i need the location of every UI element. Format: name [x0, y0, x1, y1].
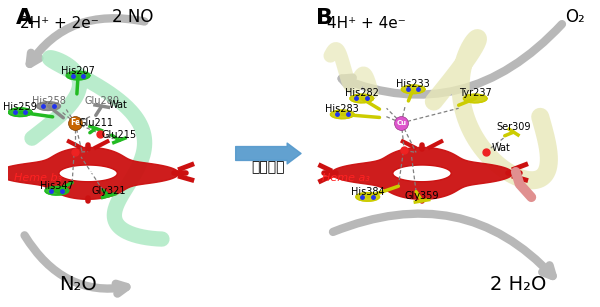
Polygon shape — [331, 110, 354, 119]
Text: O₂: O₂ — [565, 8, 584, 26]
Text: His207: His207 — [61, 66, 95, 76]
Text: Heme a₃: Heme a₃ — [322, 173, 370, 183]
Polygon shape — [37, 102, 61, 111]
Text: Fe: Fe — [415, 168, 429, 178]
Polygon shape — [67, 71, 90, 80]
Text: His347: His347 — [40, 181, 74, 191]
Text: Fe: Fe — [70, 119, 80, 127]
Text: Gly321: Gly321 — [92, 186, 126, 196]
Text: His258: His258 — [32, 96, 65, 106]
Polygon shape — [0, 147, 179, 199]
Text: His259: His259 — [3, 102, 37, 112]
Text: Glu280: Glu280 — [84, 96, 119, 106]
Text: His282: His282 — [345, 88, 379, 99]
Text: Heme b₃: Heme b₃ — [14, 173, 62, 183]
Text: His283: His283 — [325, 104, 359, 115]
Text: 2 NO: 2 NO — [112, 8, 153, 26]
Text: A: A — [16, 8, 32, 28]
Polygon shape — [45, 187, 68, 195]
Text: Wat: Wat — [492, 143, 511, 153]
Polygon shape — [350, 94, 374, 103]
Text: Glu211: Glu211 — [78, 119, 113, 128]
Text: Ser309: Ser309 — [496, 122, 531, 132]
Text: Cu: Cu — [396, 120, 406, 126]
Text: Wat: Wat — [109, 99, 128, 110]
Text: 2H⁺ + 2e⁻: 2H⁺ + 2e⁻ — [20, 16, 99, 31]
Polygon shape — [356, 192, 379, 201]
Text: 4H⁺ + 4e⁻: 4H⁺ + 4e⁻ — [328, 16, 406, 31]
Text: Gly359: Gly359 — [405, 191, 439, 201]
Polygon shape — [8, 108, 32, 116]
Text: N₂O: N₂O — [59, 275, 97, 294]
Text: 2 H₂O: 2 H₂O — [490, 275, 546, 294]
Polygon shape — [331, 147, 512, 199]
Polygon shape — [464, 94, 487, 103]
Text: His233: His233 — [396, 79, 430, 89]
Text: His384: His384 — [351, 187, 385, 197]
Polygon shape — [401, 85, 425, 94]
Polygon shape — [59, 165, 118, 182]
FancyArrowPatch shape — [236, 143, 301, 164]
Text: Fe: Fe — [81, 168, 95, 178]
Text: Glu215: Glu215 — [102, 130, 137, 140]
Text: Tyr237: Tyr237 — [459, 88, 491, 99]
Text: B: B — [316, 8, 332, 28]
Text: 分子進化: 分子進化 — [251, 160, 285, 174]
Polygon shape — [393, 165, 451, 182]
